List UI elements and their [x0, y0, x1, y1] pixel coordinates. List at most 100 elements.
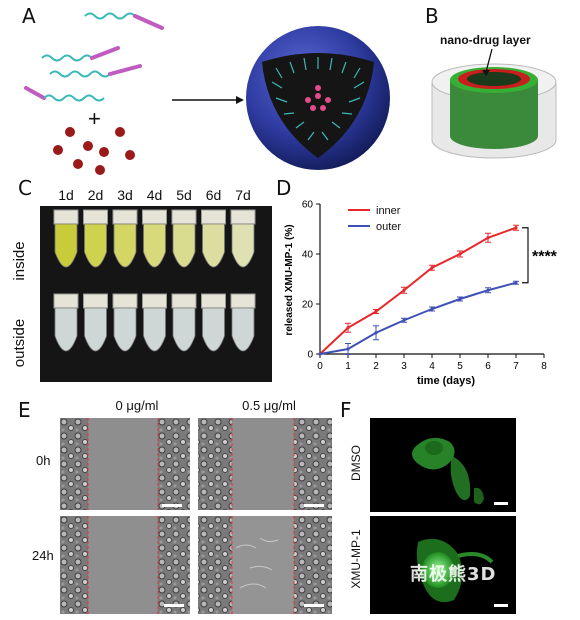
panel-d-letter: D	[276, 176, 292, 200]
day-label: 4d	[147, 187, 163, 203]
col-label-0: 0 μg/ml	[115, 398, 159, 413]
x-tick-label: 6	[485, 361, 491, 372]
tube-inside	[83, 209, 108, 268]
polymer-chains	[24, 12, 164, 102]
day-label: 3d	[117, 187, 133, 203]
row-label-outside: outside	[11, 319, 28, 367]
legend-label-inner: inner	[376, 205, 401, 217]
row-label-xmu-wrap: XMU-MP-1	[346, 522, 366, 602]
y-tick-label: 0	[307, 350, 313, 361]
significance-bracket	[522, 227, 529, 284]
data-point-inner	[514, 226, 518, 230]
y-axis-label: released XMU-MP-1 (%)	[284, 224, 295, 335]
scale-bar	[164, 604, 184, 607]
tube-outside	[112, 293, 138, 352]
row-label-xmu: XMU-MP-1	[349, 529, 363, 589]
row-label-0h: 0h	[36, 453, 51, 468]
tube-inside	[171, 209, 197, 268]
tube-inside	[142, 209, 167, 268]
tube-outside	[171, 293, 197, 352]
tube-inside	[112, 209, 138, 268]
legend-label-outer: outer	[376, 221, 401, 233]
day-label: 5d	[176, 187, 192, 203]
callout-arrow	[485, 48, 493, 73]
y-tick-label: 60	[302, 200, 314, 211]
fluorescence-dmso	[370, 418, 516, 512]
scale-bar	[162, 504, 182, 507]
nano-drug-layer-label: nano-drug layer	[440, 33, 531, 47]
plus-sign: +	[88, 106, 101, 131]
panel-a-letter: A	[22, 4, 36, 28]
day-label: 1d	[58, 187, 74, 203]
row-label-dmso-wrap: DMSO	[346, 436, 366, 496]
scale-bar	[494, 604, 508, 607]
x-tick-label: 4	[429, 361, 435, 372]
micrograph-0ug-24h	[60, 516, 190, 614]
micrograph-05ug-0h	[198, 418, 332, 510]
tube-outside	[53, 293, 79, 352]
row-label-dmso: DMSO	[349, 445, 363, 481]
micrograph-0ug-0h	[60, 418, 190, 510]
data-point-outer	[374, 331, 378, 335]
data-point-inner	[486, 236, 490, 240]
drug-particles	[53, 127, 135, 175]
x-tick-label: 0	[317, 361, 323, 372]
x-tick-label: 8	[541, 361, 547, 372]
day-label: 6d	[206, 187, 222, 203]
panel-e-micrographs	[60, 418, 332, 614]
data-point-inner	[402, 288, 406, 292]
reaction-arrowhead	[236, 96, 244, 104]
y-tick-label: 40	[302, 250, 314, 261]
tube-outside	[142, 293, 167, 352]
data-point-outer	[458, 297, 462, 301]
nanoparticle-sphere	[246, 26, 390, 170]
data-point-outer	[514, 281, 518, 285]
tube-outside	[83, 293, 108, 352]
data-point-outer	[346, 347, 350, 351]
x-tick-label: 5	[457, 361, 463, 372]
day-label: 7d	[235, 187, 251, 203]
row-label-24h: 24h	[32, 548, 54, 563]
panel-b-letter: B	[425, 4, 439, 28]
data-point-outer	[402, 318, 406, 322]
watermark: 南极熊3D	[410, 564, 497, 585]
data-point-outer	[318, 352, 322, 356]
data-point-inner	[458, 252, 462, 256]
x-tick-label: 1	[345, 361, 351, 372]
data-point-outer	[486, 288, 490, 292]
tube-inside	[53, 209, 79, 268]
data-point-inner	[374, 309, 378, 314]
micrograph-05ug-24h	[198, 516, 332, 614]
significance-stars: ****	[532, 248, 558, 265]
panel-c-tubes: 1d 2d 3d 4d 5d 6d 7d inside outside	[11, 187, 256, 367]
series-line-inner	[319, 226, 517, 355]
panel-a-illustration: +	[24, 12, 390, 175]
x-tick-label: 2	[373, 361, 379, 372]
day-label: 2d	[88, 187, 104, 203]
row-label-inside: inside	[11, 241, 28, 280]
y-tick-label: 20	[302, 300, 314, 311]
panel-f-fluorescence	[370, 418, 516, 614]
tube-outside	[201, 293, 226, 352]
x-axis-label: time (days)	[417, 375, 475, 387]
scale-bar	[304, 604, 324, 607]
series-line-outer	[319, 281, 517, 355]
panel-e-letter: E	[18, 398, 31, 422]
panel-b-illustration: nano-drug layer	[431, 33, 557, 159]
callout-arrowhead	[482, 70, 490, 76]
x-tick-label: 7	[513, 361, 519, 372]
tube-outside	[230, 293, 256, 352]
scale-bar	[304, 504, 324, 507]
panel-f-letter: F	[340, 398, 352, 422]
fluorescence-xmu-mp-1	[370, 516, 516, 614]
data-point-inner	[346, 326, 350, 330]
panel-c-letter: C	[18, 176, 32, 200]
data-point-outer	[430, 307, 434, 311]
x-tick-label: 3	[401, 361, 407, 372]
tube-inside	[230, 209, 256, 268]
col-label-1: 0.5 μg/ml	[242, 398, 296, 413]
scale-bar	[494, 502, 508, 505]
data-point-inner	[430, 266, 434, 270]
tube-inside	[201, 209, 226, 268]
